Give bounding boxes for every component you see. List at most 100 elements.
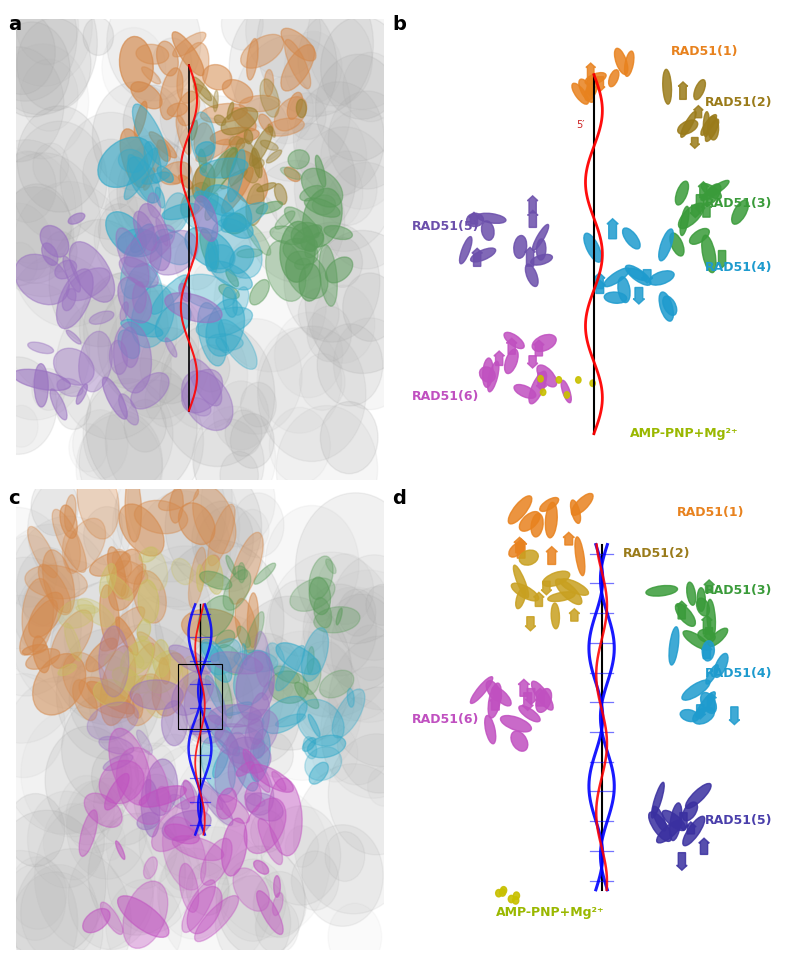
Circle shape	[1, 676, 126, 834]
Circle shape	[312, 725, 358, 782]
Ellipse shape	[614, 48, 628, 75]
Circle shape	[86, 358, 197, 497]
FancyArrow shape	[569, 609, 579, 621]
Circle shape	[45, 726, 132, 834]
Ellipse shape	[307, 735, 346, 758]
Ellipse shape	[686, 582, 696, 606]
Ellipse shape	[223, 213, 246, 234]
Circle shape	[0, 0, 98, 114]
Ellipse shape	[514, 385, 536, 398]
Circle shape	[215, 876, 290, 969]
Ellipse shape	[226, 269, 238, 287]
Ellipse shape	[649, 812, 671, 841]
Ellipse shape	[141, 779, 160, 837]
Ellipse shape	[669, 627, 679, 665]
FancyArrow shape	[527, 196, 538, 213]
Ellipse shape	[675, 181, 689, 205]
Ellipse shape	[309, 556, 333, 600]
FancyArrow shape	[536, 373, 547, 391]
Ellipse shape	[33, 654, 86, 715]
Ellipse shape	[78, 331, 112, 391]
FancyArrow shape	[642, 269, 653, 283]
FancyArrow shape	[526, 616, 536, 631]
Ellipse shape	[533, 225, 549, 250]
FancyArrow shape	[526, 689, 537, 704]
Circle shape	[349, 625, 393, 680]
Ellipse shape	[260, 141, 278, 150]
Ellipse shape	[257, 891, 283, 934]
Ellipse shape	[194, 191, 234, 216]
Ellipse shape	[485, 715, 496, 744]
Ellipse shape	[207, 334, 243, 351]
Ellipse shape	[254, 563, 276, 584]
Circle shape	[195, 506, 264, 592]
Ellipse shape	[604, 292, 626, 303]
Ellipse shape	[217, 788, 237, 819]
Circle shape	[134, 774, 178, 829]
Ellipse shape	[537, 239, 546, 260]
Circle shape	[161, 613, 284, 767]
Circle shape	[11, 560, 130, 708]
Ellipse shape	[260, 78, 279, 117]
Ellipse shape	[286, 251, 328, 298]
Ellipse shape	[509, 543, 524, 557]
Circle shape	[32, 368, 66, 410]
Circle shape	[317, 554, 374, 624]
Ellipse shape	[294, 259, 310, 269]
Ellipse shape	[82, 909, 110, 933]
Ellipse shape	[196, 141, 214, 157]
Circle shape	[0, 810, 106, 957]
Circle shape	[98, 203, 140, 256]
Ellipse shape	[482, 358, 493, 388]
Ellipse shape	[50, 610, 93, 669]
Ellipse shape	[28, 342, 54, 354]
Ellipse shape	[254, 860, 269, 874]
Ellipse shape	[215, 730, 238, 755]
Circle shape	[22, 581, 58, 626]
Circle shape	[0, 140, 82, 280]
Ellipse shape	[706, 665, 718, 684]
Circle shape	[128, 434, 232, 565]
Ellipse shape	[54, 348, 94, 385]
Ellipse shape	[142, 693, 166, 718]
Ellipse shape	[508, 496, 532, 524]
Ellipse shape	[162, 701, 187, 746]
Ellipse shape	[126, 675, 157, 693]
Ellipse shape	[258, 114, 273, 133]
Circle shape	[367, 766, 399, 806]
Circle shape	[186, 862, 229, 916]
FancyArrow shape	[522, 693, 534, 710]
Ellipse shape	[203, 708, 240, 756]
Circle shape	[145, 373, 188, 427]
Ellipse shape	[532, 334, 556, 352]
Ellipse shape	[658, 229, 674, 261]
Ellipse shape	[682, 802, 698, 821]
Circle shape	[34, 801, 155, 952]
Ellipse shape	[198, 596, 234, 638]
Ellipse shape	[120, 643, 154, 699]
Circle shape	[113, 448, 239, 607]
Ellipse shape	[548, 592, 575, 602]
Ellipse shape	[121, 564, 146, 599]
Ellipse shape	[519, 550, 538, 565]
Ellipse shape	[119, 257, 158, 288]
Circle shape	[79, 411, 162, 515]
Ellipse shape	[238, 563, 245, 582]
Circle shape	[192, 501, 254, 578]
Ellipse shape	[262, 697, 307, 734]
Ellipse shape	[28, 526, 58, 578]
Ellipse shape	[152, 797, 208, 852]
Ellipse shape	[250, 127, 273, 167]
Ellipse shape	[708, 116, 718, 140]
Circle shape	[89, 624, 204, 768]
Ellipse shape	[148, 193, 161, 218]
Circle shape	[50, 581, 165, 725]
Circle shape	[0, 0, 77, 101]
Circle shape	[246, 0, 321, 78]
Ellipse shape	[206, 299, 245, 357]
Ellipse shape	[519, 512, 540, 531]
Ellipse shape	[555, 578, 582, 605]
Circle shape	[222, 134, 253, 173]
Text: RAD51(4): RAD51(4)	[705, 667, 773, 680]
Ellipse shape	[302, 188, 342, 247]
